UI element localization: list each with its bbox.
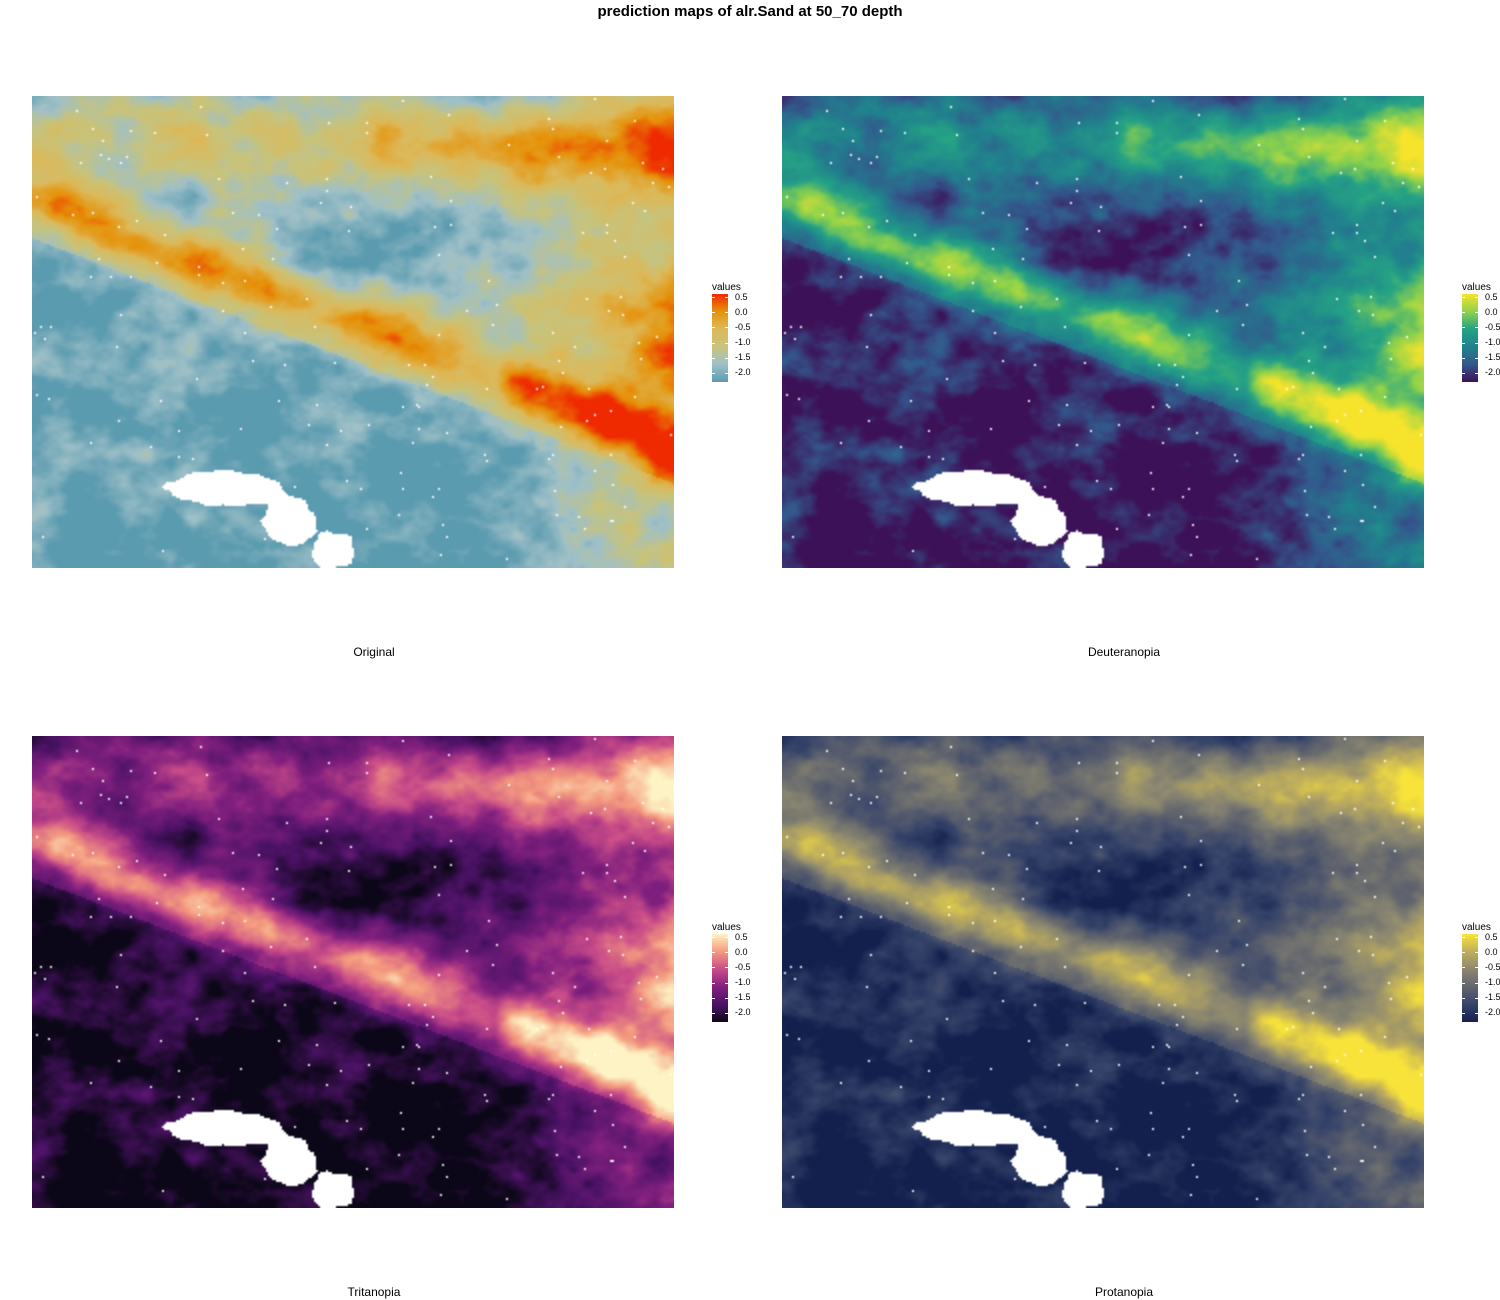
legend-tick-mark bbox=[725, 297, 728, 299]
legend-tick-label: 0.5 bbox=[735, 291, 748, 302]
map-panel-tritanopia: values 0.5 0.0 -0.5 -1.0 -1.5 -2.0 Trita… bbox=[0, 640, 751, 1299]
legend-tick-label: -1.0 bbox=[735, 977, 751, 988]
figure-title: prediction maps of alr.Sand at 50_70 dep… bbox=[597, 3, 903, 20]
legend-tick-label: -0.5 bbox=[1485, 961, 1500, 972]
legend-tick-mark bbox=[1462, 342, 1465, 344]
prediction-map-protanopia bbox=[782, 736, 1424, 1208]
legend-tick-mark bbox=[725, 1012, 728, 1014]
legend-tick-label: 0.5 bbox=[1485, 931, 1498, 942]
legend-tick-mark bbox=[1475, 372, 1478, 374]
legend-tick-mark bbox=[1462, 937, 1465, 939]
legend-tick-label: -0.5 bbox=[1485, 321, 1500, 332]
legend-tick-label: -2.0 bbox=[1485, 367, 1500, 378]
legend-tick-label: 0.0 bbox=[735, 306, 748, 317]
legend-tick-mark bbox=[1475, 312, 1478, 314]
prediction-map-deuteranopia bbox=[782, 96, 1424, 568]
legend-protanopia: values 0.5 0.0 -0.5 -1.0 -1.5 -2.0 bbox=[1462, 922, 1500, 1024]
legend-tick-mark bbox=[1475, 952, 1478, 954]
legend-tick-mark bbox=[725, 937, 728, 939]
legend-tick-mark bbox=[1462, 952, 1465, 954]
map-panel-deuteranopia: values 0.5 0.0 -0.5 -1.0 -1.5 -2.0 Deute… bbox=[750, 0, 1500, 659]
legend-tick-mark bbox=[712, 952, 715, 954]
legend-tick-mark bbox=[725, 372, 728, 374]
legend-tick-mark bbox=[725, 312, 728, 314]
legend-tick-mark bbox=[725, 997, 728, 999]
legend-tick-mark bbox=[712, 327, 715, 329]
legend-tick-mark bbox=[1475, 357, 1478, 359]
legend-title: values bbox=[1462, 922, 1491, 933]
legend-tick-mark bbox=[712, 297, 715, 299]
legend-tick-mark bbox=[1462, 312, 1465, 314]
legend-tick-mark bbox=[1462, 327, 1465, 329]
legend-tick-label: 0.5 bbox=[1485, 291, 1498, 302]
legend-tick-label: -2.0 bbox=[735, 367, 751, 378]
prediction-map-tritanopia bbox=[32, 736, 674, 1208]
panel-caption-tritanopia: Tritanopia bbox=[347, 1285, 401, 1299]
legend-tick-label: 0.0 bbox=[1485, 306, 1498, 317]
legend-tick-mark bbox=[712, 312, 715, 314]
legend-tick-label: 0.0 bbox=[1485, 946, 1498, 957]
legend-tick-label: -2.0 bbox=[1485, 1007, 1500, 1018]
legend-tick-mark bbox=[712, 997, 715, 999]
legend-tick-mark bbox=[725, 952, 728, 954]
legend-title: values bbox=[712, 922, 741, 933]
legend-tick-mark bbox=[1475, 967, 1478, 969]
legend-tick-mark bbox=[1475, 1012, 1478, 1014]
map-panel-protanopia: values 0.5 0.0 -0.5 -1.0 -1.5 -2.0 Prota… bbox=[750, 640, 1500, 1299]
legend-tick-mark bbox=[712, 357, 715, 359]
legend-tick-mark bbox=[1475, 997, 1478, 999]
legend-colorbar bbox=[712, 934, 728, 1022]
legend-tick-label: -1.5 bbox=[1485, 992, 1500, 1003]
legend-tick-mark bbox=[1462, 372, 1465, 374]
legend-tick-label: -1.0 bbox=[1485, 977, 1500, 988]
panel-caption-original: Original bbox=[353, 645, 395, 659]
legend-tick-mark bbox=[725, 967, 728, 969]
legend-tick-mark bbox=[725, 982, 728, 984]
legend-tritanopia: values 0.5 0.0 -0.5 -1.0 -1.5 -2.0 bbox=[712, 922, 751, 1024]
legend-tick-label: -0.5 bbox=[735, 321, 751, 332]
legend-tick-mark bbox=[712, 342, 715, 344]
legend-tick-label: -1.5 bbox=[735, 352, 751, 363]
legend-tick-label: -0.5 bbox=[735, 961, 751, 972]
legend-tick-label: 0.0 bbox=[735, 946, 748, 957]
map-panel-original: values 0.5 0.0 -0.5 -1.0 -1.5 -2.0 Origi… bbox=[0, 0, 751, 659]
legend-tick-mark bbox=[1462, 357, 1465, 359]
legend-colorbar bbox=[712, 294, 728, 382]
legend-tick-label: 0.5 bbox=[735, 931, 748, 942]
legend-title: values bbox=[1462, 282, 1491, 293]
legend-tick-mark bbox=[1462, 997, 1465, 999]
legend-colorbar bbox=[1462, 934, 1478, 1022]
legend-tick-mark bbox=[1475, 342, 1478, 344]
legend-title: values bbox=[712, 282, 741, 293]
legend-tick-mark bbox=[1462, 297, 1465, 299]
legend-tick-mark bbox=[1475, 937, 1478, 939]
legend-tick-mark bbox=[712, 937, 715, 939]
panel-caption-protanopia: Protanopia bbox=[1094, 1285, 1154, 1299]
legend-tick-label: -2.0 bbox=[735, 1007, 751, 1018]
legend-tick-mark bbox=[725, 327, 728, 329]
legend-tick-label: -1.5 bbox=[735, 992, 751, 1003]
legend-tick-mark bbox=[1462, 967, 1465, 969]
legend-tick-mark bbox=[725, 357, 728, 359]
legend-tick-label: -1.0 bbox=[1485, 337, 1500, 348]
legend-tick-mark bbox=[1462, 982, 1465, 984]
legend-tick-mark bbox=[712, 982, 715, 984]
legend-original: values 0.5 0.0 -0.5 -1.0 -1.5 -2.0 bbox=[712, 282, 751, 384]
panel-caption-deuteranopia: Deuteranopia bbox=[1087, 645, 1161, 659]
legend-tick-mark bbox=[1475, 297, 1478, 299]
legend-tick-mark bbox=[725, 342, 728, 344]
prediction-map-original bbox=[32, 96, 674, 568]
legend-tick-label: -1.0 bbox=[735, 337, 751, 348]
legend-deuteranopia: values 0.5 0.0 -0.5 -1.0 -1.5 -2.0 bbox=[1462, 282, 1500, 384]
legend-tick-mark bbox=[1475, 982, 1478, 984]
legend-tick-mark bbox=[712, 1012, 715, 1014]
legend-tick-mark bbox=[1462, 1012, 1465, 1014]
legend-tick-mark bbox=[1475, 327, 1478, 329]
legend-tick-mark bbox=[712, 372, 715, 374]
legend-tick-label: -1.5 bbox=[1485, 352, 1500, 363]
legend-tick-mark bbox=[712, 967, 715, 969]
legend-colorbar bbox=[1462, 294, 1478, 382]
